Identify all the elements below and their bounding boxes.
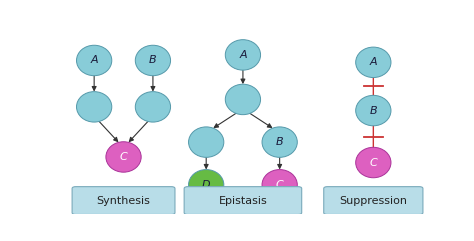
Ellipse shape (76, 92, 112, 122)
Ellipse shape (225, 84, 261, 115)
Ellipse shape (262, 127, 297, 157)
Ellipse shape (356, 95, 391, 126)
Text: A: A (239, 50, 247, 60)
Text: B: B (149, 55, 157, 66)
Text: D: D (202, 180, 210, 190)
Text: A: A (91, 55, 98, 66)
Text: Synthesis: Synthesis (97, 196, 150, 206)
Ellipse shape (356, 47, 391, 78)
Text: A: A (370, 57, 377, 67)
FancyBboxPatch shape (184, 187, 301, 214)
Text: B: B (276, 137, 283, 147)
Ellipse shape (76, 45, 112, 76)
Text: C: C (276, 180, 283, 190)
Text: Suppression: Suppression (339, 196, 407, 206)
FancyBboxPatch shape (324, 187, 423, 214)
Text: C: C (119, 152, 128, 162)
Ellipse shape (106, 142, 141, 172)
Text: Epistasis: Epistasis (219, 196, 267, 206)
Text: C: C (369, 158, 377, 167)
Ellipse shape (225, 40, 261, 70)
Ellipse shape (135, 45, 171, 76)
Ellipse shape (189, 170, 224, 200)
Ellipse shape (189, 127, 224, 157)
Ellipse shape (262, 170, 297, 200)
FancyBboxPatch shape (72, 187, 175, 214)
Ellipse shape (356, 147, 391, 178)
Text: B: B (370, 106, 377, 116)
Ellipse shape (135, 92, 171, 122)
